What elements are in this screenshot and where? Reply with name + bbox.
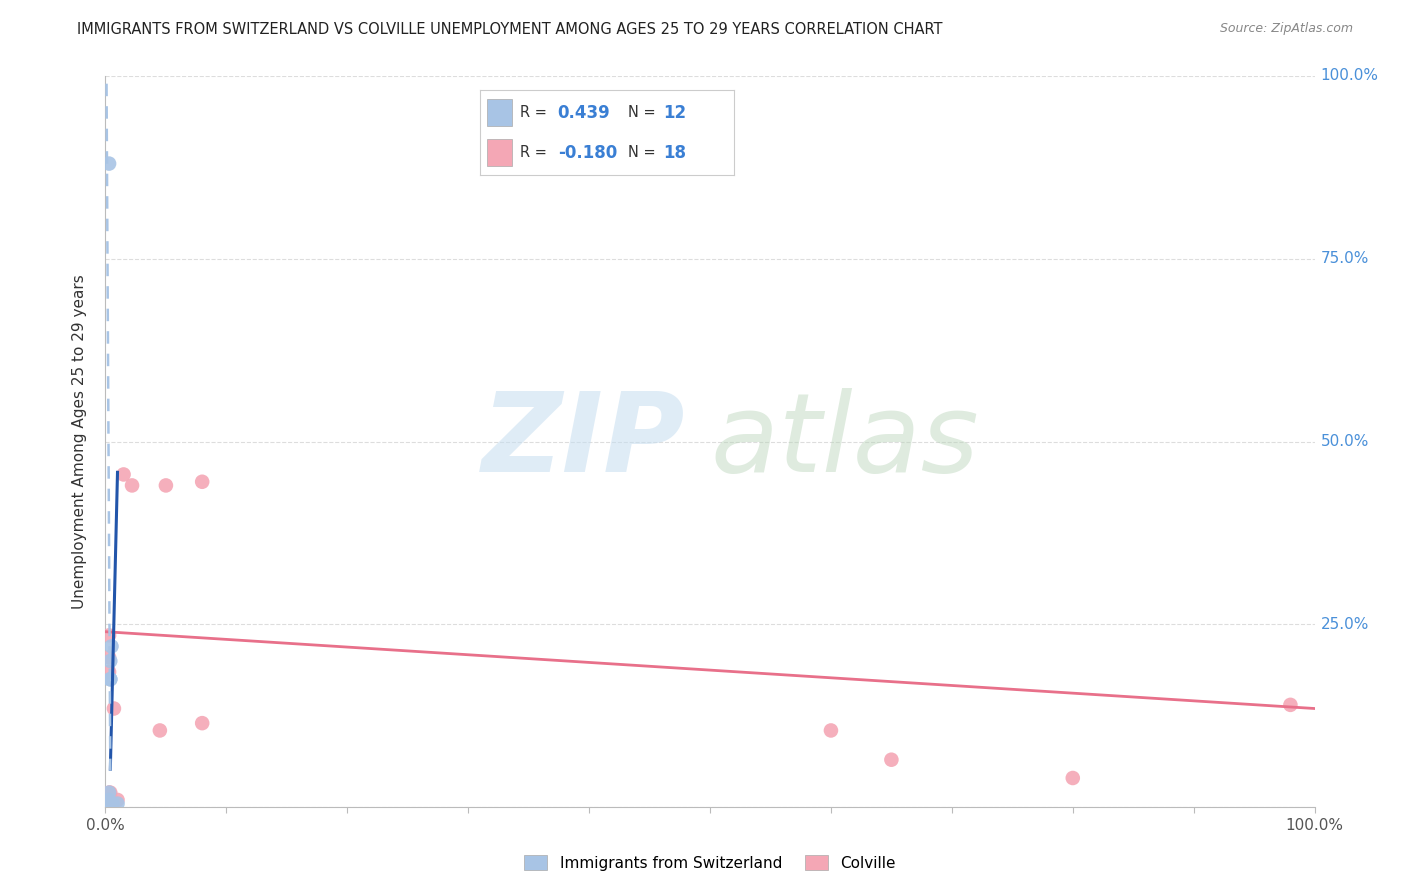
Text: IMMIGRANTS FROM SWITZERLAND VS COLVILLE UNEMPLOYMENT AMONG AGES 25 TO 29 YEARS C: IMMIGRANTS FROM SWITZERLAND VS COLVILLE …	[77, 22, 943, 37]
Point	[98, 786, 121, 800]
Point	[107, 793, 129, 807]
Point	[98, 797, 121, 811]
Text: 50.0%: 50.0%	[1320, 434, 1369, 449]
Point	[100, 797, 122, 811]
Point	[98, 786, 121, 800]
Point	[103, 701, 125, 715]
Point	[98, 628, 121, 642]
Text: 100.0%: 100.0%	[1320, 69, 1379, 83]
Point	[1062, 771, 1084, 785]
Text: atlas: atlas	[710, 388, 979, 495]
Point	[98, 793, 121, 807]
Point	[121, 478, 143, 492]
Point	[98, 797, 121, 811]
Point	[98, 654, 121, 668]
Text: ZIP: ZIP	[482, 388, 686, 495]
Point	[1279, 698, 1302, 712]
Point	[880, 753, 903, 767]
Point	[112, 467, 135, 482]
Point	[191, 716, 214, 731]
Point	[98, 673, 121, 687]
Point	[100, 793, 122, 807]
Y-axis label: Unemployment Among Ages 25 to 29 years: Unemployment Among Ages 25 to 29 years	[72, 274, 87, 609]
Point	[98, 665, 121, 679]
Text: 75.0%: 75.0%	[1320, 252, 1369, 266]
Legend: Immigrants from Switzerland, Colville: Immigrants from Switzerland, Colville	[519, 849, 901, 877]
Point	[98, 650, 121, 665]
Point	[107, 797, 129, 811]
Point	[191, 475, 214, 489]
Point	[98, 673, 121, 687]
Point	[149, 723, 172, 738]
Point	[155, 478, 177, 492]
Point	[98, 786, 121, 800]
Text: Source: ZipAtlas.com: Source: ZipAtlas.com	[1219, 22, 1353, 36]
Point	[100, 640, 122, 654]
Point	[820, 723, 842, 738]
Point	[98, 156, 121, 170]
Point	[101, 797, 124, 811]
Text: 25.0%: 25.0%	[1320, 617, 1369, 632]
